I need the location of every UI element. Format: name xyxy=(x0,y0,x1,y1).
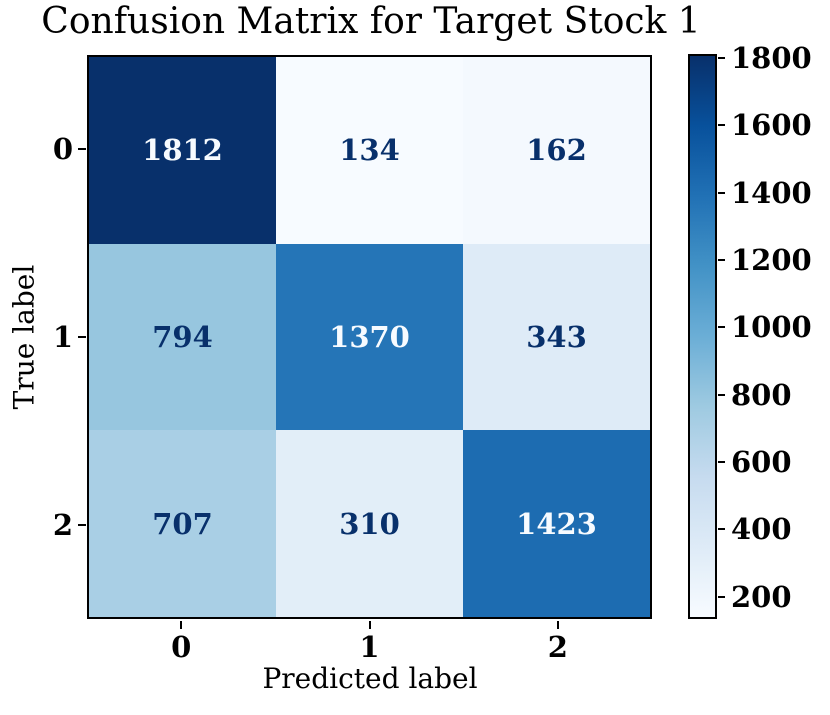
y-tick-mark xyxy=(78,336,86,338)
colorbar-tick-mark xyxy=(718,57,725,60)
colorbar-tick-mark xyxy=(718,124,725,127)
colorbar-tick-label: 600 xyxy=(731,445,792,480)
x-tick-mark xyxy=(368,621,371,629)
heatmap-plot: 1812 134 162 794 1370 343 707 310 1423 xyxy=(87,55,652,619)
x-tick-mark xyxy=(556,621,559,629)
colorbar-tick-mark xyxy=(718,528,725,531)
colorbar xyxy=(688,54,717,619)
matrix-cell-r2c0: 707 xyxy=(89,430,276,617)
colorbar-tick-label: 400 xyxy=(731,512,792,547)
y-tick-label: 2 xyxy=(52,508,73,542)
y-axis-label: True label xyxy=(7,264,41,410)
y-tick-mark xyxy=(78,524,86,526)
colorbar-tick-label: 1600 xyxy=(731,108,812,143)
colorbar-tick-label: 1000 xyxy=(731,310,812,345)
matrix-cell-r1c0: 794 xyxy=(89,243,276,431)
y-tick-label: 1 xyxy=(52,320,73,354)
colorbar-tick-mark xyxy=(718,393,725,396)
colorbar-tick-mark xyxy=(718,461,725,464)
x-tick-mark xyxy=(180,621,183,629)
matrix-cell-r0c0: 1812 xyxy=(89,57,276,244)
x-axis-label: Predicted label xyxy=(262,662,478,695)
colorbar-tick-label: 1200 xyxy=(731,243,812,278)
colorbar-tick-label: 800 xyxy=(731,377,792,412)
colorbar-tick-label: 1400 xyxy=(731,175,812,210)
chart-title: Confusion Matrix for Target Stock 1 xyxy=(41,1,701,42)
colorbar-tick-mark xyxy=(718,259,725,262)
y-tick-mark xyxy=(78,148,86,150)
matrix-cell-r0c2: 162 xyxy=(463,57,650,244)
x-tick-label: 2 xyxy=(547,630,568,664)
matrix-cell-r1c2: 343 xyxy=(463,243,650,431)
colorbar-tick-mark xyxy=(718,595,725,598)
matrix-cell-r1c1: 1370 xyxy=(276,243,463,431)
matrix-cell-r0c1: 134 xyxy=(276,57,463,244)
matrix-cell-r2c1: 310 xyxy=(276,430,463,617)
x-tick-label: 1 xyxy=(359,630,380,664)
matrix-cell-r2c2: 1423 xyxy=(463,430,650,617)
colorbar-tick-mark xyxy=(718,191,725,194)
colorbar-tick-label: 200 xyxy=(731,579,792,614)
y-tick-label: 0 xyxy=(52,132,73,166)
colorbar-tick-label: 1800 xyxy=(731,41,812,76)
colorbar-tick-mark xyxy=(718,326,725,329)
x-tick-label: 0 xyxy=(171,630,192,664)
